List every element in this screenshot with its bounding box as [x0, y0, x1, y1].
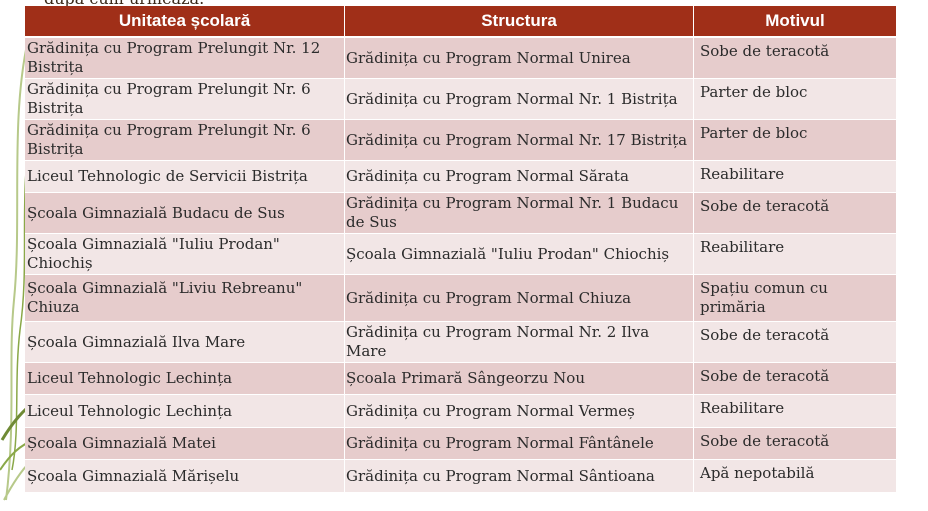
cell-unitatea-scolara: Școala Gimnazială Ilva Mare — [25, 322, 345, 363]
cell-unitatea-scolara: Grădinița cu Program Prelungit Nr. 6 Bis… — [25, 79, 345, 120]
table-row: Școala Gimnazială Matei Grădinița cu Prog… — [25, 428, 896, 460]
cell-structura: Grădinița cu Program Normal Nr. 1 Bistri… — [345, 79, 694, 120]
cell-motivul: Sobe de teracotă — [694, 428, 896, 460]
cell-motivul: Parter de bloc — [694, 120, 896, 161]
clipped-heading-text: după cum urmează: — [44, 0, 204, 8]
cell-motivul: Reabilitare — [694, 234, 896, 275]
table-row: Școala Gimnazială Ilva Mare Grădinița cu … — [25, 322, 896, 363]
cell-motivul: Parter de bloc — [694, 79, 896, 120]
cell-structura: Grădinița cu Program Normal Sântioana — [345, 460, 694, 493]
cell-unitatea-scolara: Liceul Tehnologic Lechința — [25, 395, 345, 428]
cell-motivul: Reabilitare — [694, 161, 896, 193]
table-row: Școala Gimnazială Mărișelu Grădinița cu P… — [25, 460, 896, 493]
table-row: Școala Gimnazială "Iuliu Prodan" Chiochi… — [25, 234, 896, 275]
cell-motivul: Apă nepotabilă — [694, 460, 896, 493]
header-unitatea-scolara: Unitatea școlară — [25, 6, 345, 38]
cell-structura: Grădinița cu Program Normal Fântânele — [345, 428, 694, 460]
table-row: Grădinița cu Program Prelungit Nr. 6 Bis… — [25, 120, 896, 161]
header-motivul: Motivul — [694, 6, 896, 38]
table-row: Grădinița cu Program Prelungit Nr. 6 Bis… — [25, 79, 896, 120]
cell-structura: Grădinița cu Program Normal Nr. 2 Ilva M… — [345, 322, 694, 363]
table-row: Liceul Tehnologic de Servicii Bistrița Gr… — [25, 161, 896, 193]
cell-motivul: Spațiu comun cu primăria — [694, 275, 896, 322]
cell-unitatea-scolara: Școala Gimnazială Mărișelu — [25, 460, 345, 493]
cell-unitatea-scolara: Școala Gimnazială "Liviu Rebreanu" Chiuz… — [25, 275, 345, 322]
cell-structura: Școala Primară Sângeorzu Nou — [345, 363, 694, 395]
table-header-row: Unitatea școlară Structura Motivul — [25, 6, 896, 38]
table-row: Școala Gimnazială Budacu de Sus Grădinița… — [25, 193, 896, 234]
cell-structura: Grădinița cu Program Normal Vermeș — [345, 395, 694, 428]
cell-structura: Grădinița cu Program Normal Chiuza — [345, 275, 694, 322]
table-row: Liceul Tehnologic Lechința Grădinița cu P… — [25, 395, 896, 428]
cell-motivul: Sobe de teracotă — [694, 193, 896, 234]
cell-unitatea-scolara: Grădinița cu Program Prelungit Nr. 6 Bis… — [25, 120, 345, 161]
schools-table: Unitatea școlară Structura Motivul Grădi… — [25, 6, 896, 493]
cell-motivul: Sobe de teracotă — [694, 363, 896, 395]
header-structura: Structura — [345, 6, 694, 38]
cell-unitatea-scolara: Școala Gimnazială Matei — [25, 428, 345, 460]
cell-structura: Grădinița cu Program Normal Unirea — [345, 38, 694, 79]
table-row: Liceul Tehnologic Lechința Școala Primară… — [25, 363, 896, 395]
cell-motivul: Reabilitare — [694, 395, 896, 428]
cell-motivul: Sobe de teracotă — [694, 322, 896, 363]
table-row: Grădinița cu Program Prelungit Nr. 12 Bi… — [25, 38, 896, 79]
cell-motivul: Sobe de teracotă — [694, 38, 896, 79]
cell-unitatea-scolara: Grădinița cu Program Prelungit Nr. 12 Bi… — [25, 38, 345, 79]
cell-structura: Grădinița cu Program Normal Sărata — [345, 161, 694, 193]
table-row: Școala Gimnazială "Liviu Rebreanu" Chiuz… — [25, 275, 896, 322]
cell-structura: Grădinița cu Program Normal Nr. 1 Budacu… — [345, 193, 694, 234]
cell-unitatea-scolara: Școala Gimnazială "Iuliu Prodan" Chiochi… — [25, 234, 345, 275]
cell-unitatea-scolara: Liceul Tehnologic Lechința — [25, 363, 345, 395]
cell-structura: Grădinița cu Program Normal Nr. 17 Bistr… — [345, 120, 694, 161]
cell-unitatea-scolara: Liceul Tehnologic de Servicii Bistrița — [25, 161, 345, 193]
cell-unitatea-scolara: Școala Gimnazială Budacu de Sus — [25, 193, 345, 234]
cell-structura: Școala Gimnazială "Iuliu Prodan" Chiochi… — [345, 234, 694, 275]
